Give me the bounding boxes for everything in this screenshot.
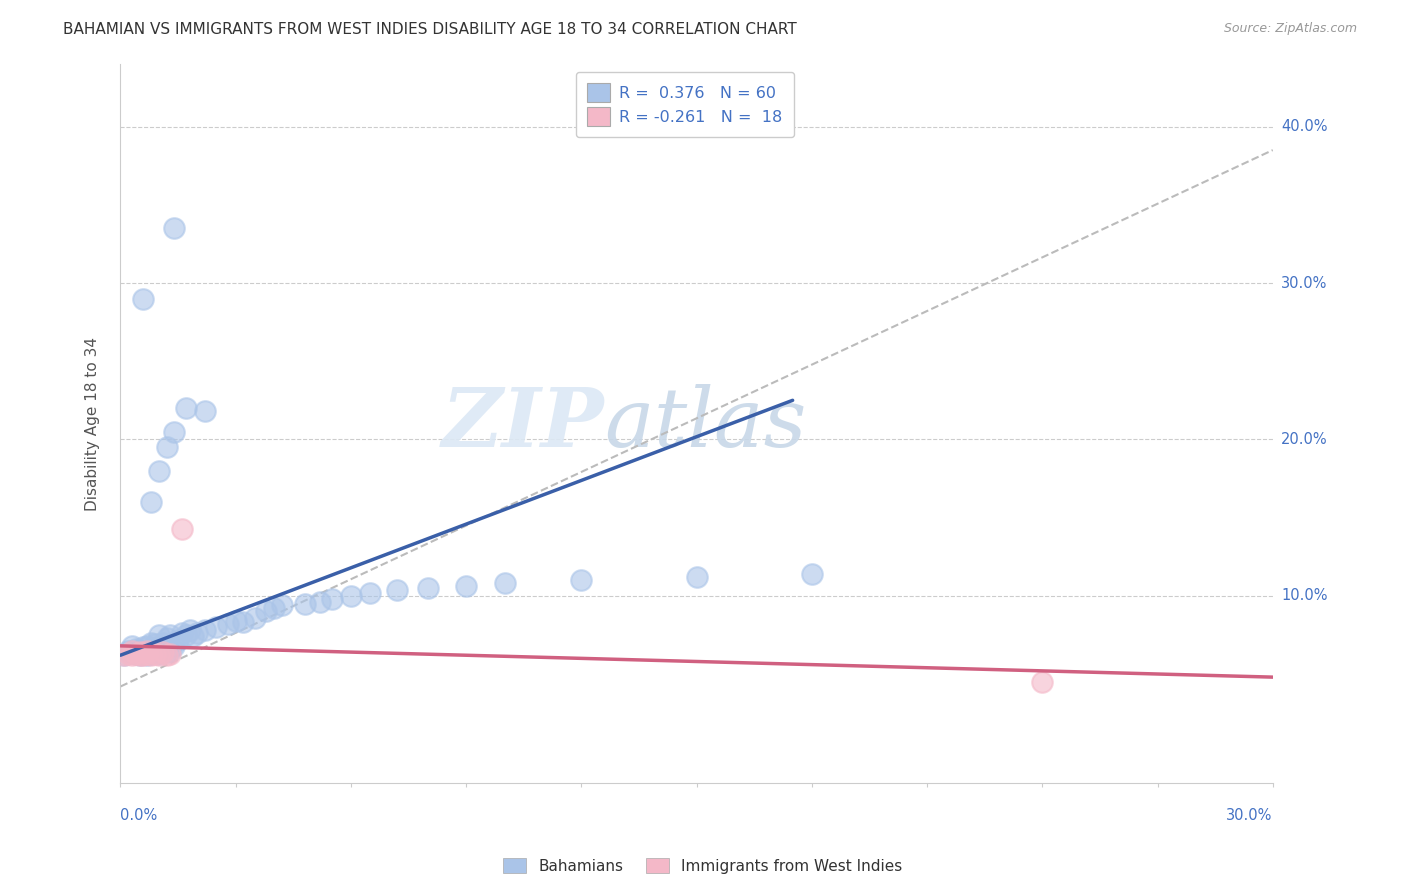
Point (121, 648, 143, 663)
Point (155, 645, 177, 659)
Point (132, 647, 155, 661)
Point (148, 464, 170, 478)
Point (143, 647, 166, 661)
Point (321, 591, 343, 606)
Point (117, 643, 139, 657)
Point (225, 614, 247, 628)
Legend: Bahamians, Immigrants from West Indies: Bahamians, Immigrants from West Indies (498, 852, 908, 880)
Point (136, 647, 159, 661)
Point (416, 581, 439, 595)
Point (685, 570, 707, 584)
Point (112, 648, 135, 663)
Point (152, 643, 174, 657)
Point (1031, 674, 1053, 689)
Point (494, 576, 516, 591)
Point (170, 626, 193, 640)
Point (159, 628, 181, 642)
Point (232, 615, 254, 630)
Point (170, 522, 193, 536)
Point (148, 648, 170, 663)
Point (385, 582, 408, 597)
Point (174, 628, 197, 642)
Point (294, 597, 316, 611)
Point (121, 643, 143, 657)
Point (205, 620, 228, 634)
Text: 40.0%: 40.0% (1281, 120, 1327, 134)
Point (183, 630, 205, 644)
Point (132, 292, 155, 306)
Point (194, 624, 217, 638)
Point (136, 639, 159, 653)
Point (121, 645, 143, 659)
Point (243, 610, 266, 624)
Point (141, 636, 163, 650)
Text: 30.0%: 30.0% (1226, 808, 1272, 823)
Point (152, 645, 174, 659)
Point (121, 639, 143, 653)
Text: 10.0%: 10.0% (1281, 589, 1327, 603)
Text: atlas: atlas (605, 384, 807, 464)
Point (159, 643, 181, 657)
Point (254, 604, 277, 618)
Point (136, 643, 159, 657)
Point (163, 221, 186, 235)
Point (141, 647, 163, 661)
Point (155, 440, 177, 454)
Point (179, 624, 201, 638)
Text: 30.0%: 30.0% (1281, 276, 1327, 291)
Point (132, 640, 155, 655)
Point (128, 648, 150, 663)
Y-axis label: Disability Age 18 to 34: Disability Age 18 to 34 (86, 337, 100, 511)
Point (132, 648, 155, 663)
Point (155, 631, 177, 645)
Point (148, 628, 170, 642)
Point (340, 589, 363, 603)
Point (155, 648, 177, 663)
Text: BAHAMIAN VS IMMIGRANTS FROM WEST INDIES DISABILITY AGE 18 TO 34 CORRELATION CHAR: BAHAMIAN VS IMMIGRANTS FROM WEST INDIES … (63, 22, 797, 37)
Point (456, 579, 478, 593)
Point (217, 617, 239, 632)
Point (800, 566, 823, 581)
Point (143, 645, 166, 659)
Point (128, 648, 150, 663)
Legend: R =  0.376   N = 60, R = -0.261   N =  18: R = 0.376 N = 60, R = -0.261 N = 18 (576, 72, 794, 136)
Point (125, 647, 148, 661)
Point (141, 495, 163, 509)
Point (128, 643, 150, 657)
Point (159, 647, 181, 661)
Point (117, 647, 139, 661)
Point (163, 639, 186, 653)
Point (163, 425, 186, 439)
Point (141, 648, 163, 663)
Point (309, 595, 332, 609)
Text: Source: ZipAtlas.com: Source: ZipAtlas.com (1223, 22, 1357, 36)
Point (143, 637, 166, 651)
Point (186, 626, 208, 640)
Text: ZIP: ZIP (441, 384, 605, 464)
Point (569, 573, 592, 587)
Point (125, 642, 148, 657)
Point (263, 601, 285, 615)
Text: 20.0%: 20.0% (1281, 432, 1327, 447)
Point (174, 401, 197, 416)
Point (359, 585, 381, 599)
Point (167, 632, 190, 647)
Text: 0.0%: 0.0% (121, 808, 157, 823)
Point (128, 645, 150, 659)
Point (194, 404, 217, 418)
Point (148, 647, 170, 661)
Point (152, 636, 174, 650)
Point (270, 598, 292, 612)
Point (112, 648, 135, 663)
Point (136, 648, 159, 663)
Point (125, 647, 148, 661)
